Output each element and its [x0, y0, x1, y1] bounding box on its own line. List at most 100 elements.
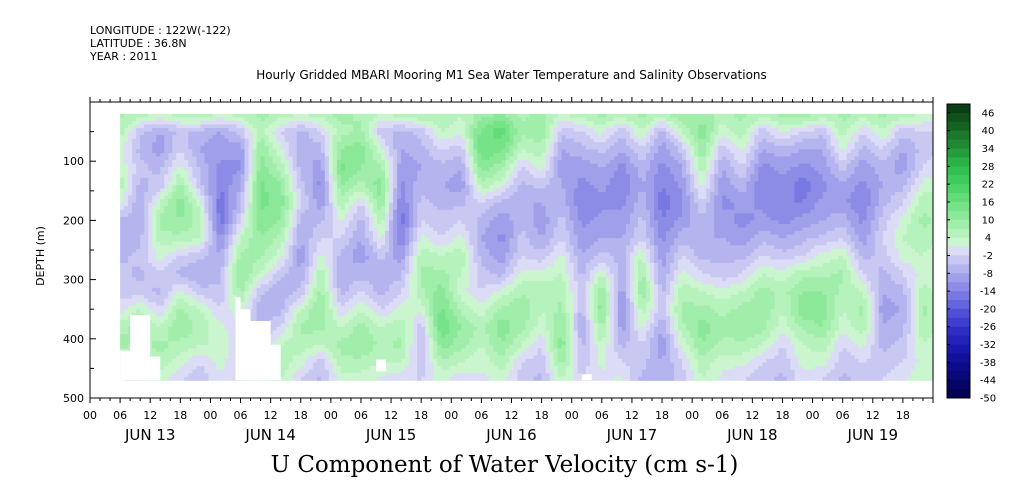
- field-cell: [332, 124, 338, 129]
- field-cell: [184, 199, 189, 204]
- field-cell: [140, 312, 145, 317]
- field-cell: [264, 120, 270, 126]
- field-cell: [252, 124, 258, 129]
- field-cell: [320, 355, 326, 360]
- field-cell: [360, 358, 366, 364]
- field-cell: [244, 245, 250, 250]
- field-cell: [373, 280, 378, 285]
- field-cell: [340, 277, 346, 282]
- field-cell: [300, 330, 306, 335]
- field-cell: [328, 373, 334, 378]
- field-cell: [148, 263, 153, 268]
- field-cell: [132, 149, 137, 154]
- field-cell: [352, 319, 358, 325]
- field-cell: [300, 248, 306, 253]
- field-cell: [272, 227, 278, 232]
- field-cell: [368, 319, 374, 325]
- field-cell: [316, 241, 322, 246]
- field-cell: [244, 184, 250, 190]
- field-cell: [220, 376, 226, 381]
- field-cell: [364, 294, 370, 300]
- field-cell: [224, 284, 230, 289]
- field-cell: [356, 128, 362, 133]
- field-cell: [260, 298, 266, 303]
- field-cell: [373, 149, 378, 154]
- field-cell: [360, 202, 366, 207]
- field-cell: [228, 376, 234, 381]
- field-cell: [360, 184, 366, 190]
- field-cell: [352, 120, 358, 126]
- field-cell: [260, 142, 266, 147]
- field-cell: [140, 266, 145, 271]
- field-cell: [348, 184, 354, 190]
- field-cell: [204, 341, 210, 346]
- field-cell: [148, 277, 153, 282]
- field-cell: [348, 369, 354, 374]
- field-cell: [356, 202, 362, 207]
- field-cell: [320, 373, 326, 378]
- field-cell: [176, 184, 181, 190]
- field-cell: [348, 255, 354, 261]
- field-cell: [236, 231, 242, 236]
- field-cell: [344, 280, 350, 285]
- field-cell: [352, 199, 358, 204]
- field-cell: [220, 174, 226, 179]
- field-cell: [308, 234, 314, 239]
- field-cell: [260, 113, 266, 118]
- field-cell: [352, 323, 358, 328]
- field-cell: [373, 373, 378, 378]
- field-cell: [232, 174, 238, 179]
- field-cell: [300, 160, 306, 165]
- field-cell: [344, 195, 350, 200]
- field-cell: [240, 266, 246, 271]
- field-cell: [220, 163, 226, 168]
- field-cell: [204, 206, 210, 211]
- field-cell: [296, 255, 302, 261]
- field-cell: [120, 206, 125, 211]
- field-cell: [220, 170, 226, 175]
- field-cell: [208, 323, 214, 328]
- field-cell: [172, 145, 177, 150]
- field-cell: [344, 209, 350, 214]
- field-cell: [176, 202, 181, 207]
- field-cell: [236, 287, 242, 293]
- field-cell: [292, 199, 298, 204]
- field-cell: [228, 277, 234, 282]
- field-cell: [148, 245, 153, 250]
- field-cell: [164, 223, 169, 229]
- field-cell: [188, 376, 193, 381]
- field-cell: [156, 120, 161, 126]
- field-cell: [128, 113, 133, 118]
- field-cell: [344, 330, 350, 335]
- field-cell: [377, 202, 382, 207]
- field-cell: [208, 344, 214, 349]
- field-cell: [152, 231, 157, 236]
- field-cell: [292, 138, 298, 143]
- field-cell: [377, 145, 382, 150]
- field-cell: [188, 135, 193, 140]
- field-cell: [373, 120, 378, 126]
- field-cell: [336, 348, 342, 353]
- field-cell: [288, 191, 294, 197]
- field-cell: [292, 291, 298, 296]
- field-cell: [280, 273, 286, 278]
- field-cell: [164, 213, 169, 218]
- field-cell: [348, 177, 354, 182]
- field-cell: [228, 245, 234, 250]
- field-cell: [180, 266, 185, 271]
- field-cell: [232, 270, 238, 275]
- field-cell: [192, 216, 197, 221]
- field-cell: [164, 209, 169, 214]
- field-cell: [236, 163, 242, 168]
- field-cell: [184, 209, 189, 214]
- field-cell: [120, 294, 125, 300]
- field-cell: [296, 319, 302, 325]
- field-cell: [208, 188, 214, 193]
- field-cell: [204, 294, 210, 300]
- field-cell: [316, 291, 322, 296]
- field-cell: [304, 138, 310, 143]
- field-cell: [252, 181, 258, 186]
- field-cell: [208, 309, 214, 314]
- field-cell: [228, 213, 234, 218]
- field-cell: [228, 302, 234, 307]
